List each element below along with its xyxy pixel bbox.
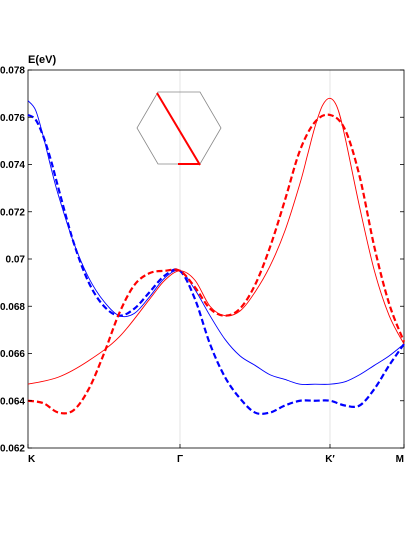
series-line-red-solid — [27, 97, 405, 385]
path-k-gamma-k-prime — [156, 92, 201, 166]
series-layer — [27, 97, 406, 416]
x-tick-label: K — [28, 454, 36, 465]
y-axis-ticks: 0.062 0.064 0.066 0.068 0.07 0.072 0.074 0.076 0… — [0, 66, 404, 455]
x-axis-ticks: K Γ K′ M — [27, 444, 405, 465]
x-tick-label: M — [396, 454, 404, 465]
y-tick-label: 0.068 — [0, 302, 25, 313]
y-tick-label: 0.074 — [0, 160, 25, 171]
series-line-blue-dashed — [27, 113, 405, 416]
y-tick-label: 0.078 — [0, 66, 25, 77]
series-line-blue-solid — [27, 100, 405, 386]
y-tick-label: 0.066 — [0, 349, 25, 360]
brillouin-zone-inset — [136, 91, 222, 166]
plot-frame — [27, 69, 405, 449]
vertical-grid-lines — [179, 70, 331, 448]
y-tick-label: 0.076 — [0, 113, 25, 124]
y-tick-label: 0.07 — [6, 255, 26, 266]
x-tick-label: Γ — [177, 454, 183, 465]
y-tick-label: 0.064 — [0, 396, 25, 407]
y-tick-label: 0.062 — [0, 444, 25, 455]
x-tick-label: K′ — [325, 454, 335, 465]
y-axis-title: E(eV) — [28, 54, 56, 66]
series-line-red-dashed — [27, 113, 406, 415]
y-tick-label: 0.072 — [0, 207, 25, 218]
